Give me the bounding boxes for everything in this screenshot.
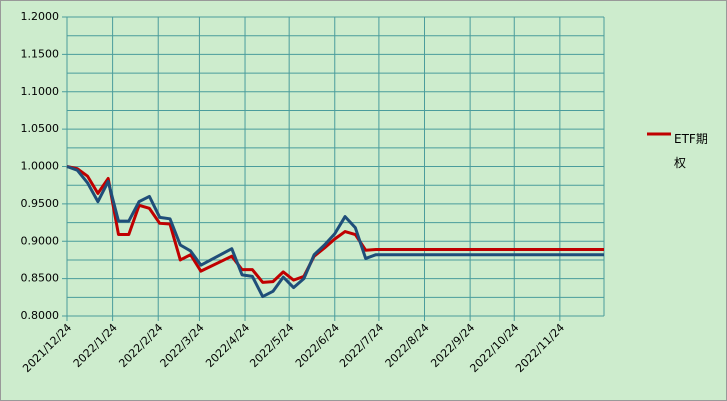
x-tick-label: 2022/8/24 — [383, 321, 432, 370]
x-tick-label: 2021/12/24 — [20, 321, 74, 375]
legend-label: ETF期权 — [674, 132, 708, 170]
y-tick-label: 0.9500 — [21, 197, 60, 210]
x-tick-label: 2022/6/24 — [293, 321, 342, 370]
x-tick-label: 2022/4/24 — [203, 321, 252, 370]
y-tick-label: 0.8500 — [21, 272, 60, 285]
y-tick-label: 1.1000 — [21, 85, 60, 98]
x-tick-label: 2022/7/24 — [337, 321, 386, 370]
y-tick-label: 0.8000 — [21, 309, 60, 322]
x-tick-label: 2022/3/24 — [158, 321, 207, 370]
x-tick-label: 2022/1/24 — [71, 321, 120, 370]
y-tick-label: 1.0500 — [21, 122, 60, 135]
y-tick-label: 0.9000 — [21, 234, 60, 247]
series-line — [66, 165, 604, 299]
x-tick-label: 2022/11/24 — [513, 321, 567, 375]
x-tick-label: 2022/5/24 — [247, 321, 296, 370]
y-tick-label: 1.2000 — [21, 10, 60, 23]
y-tick-label: 1.1500 — [21, 47, 60, 60]
y-tick-label: 1.0000 — [21, 160, 60, 173]
series-line — [66, 165, 604, 284]
